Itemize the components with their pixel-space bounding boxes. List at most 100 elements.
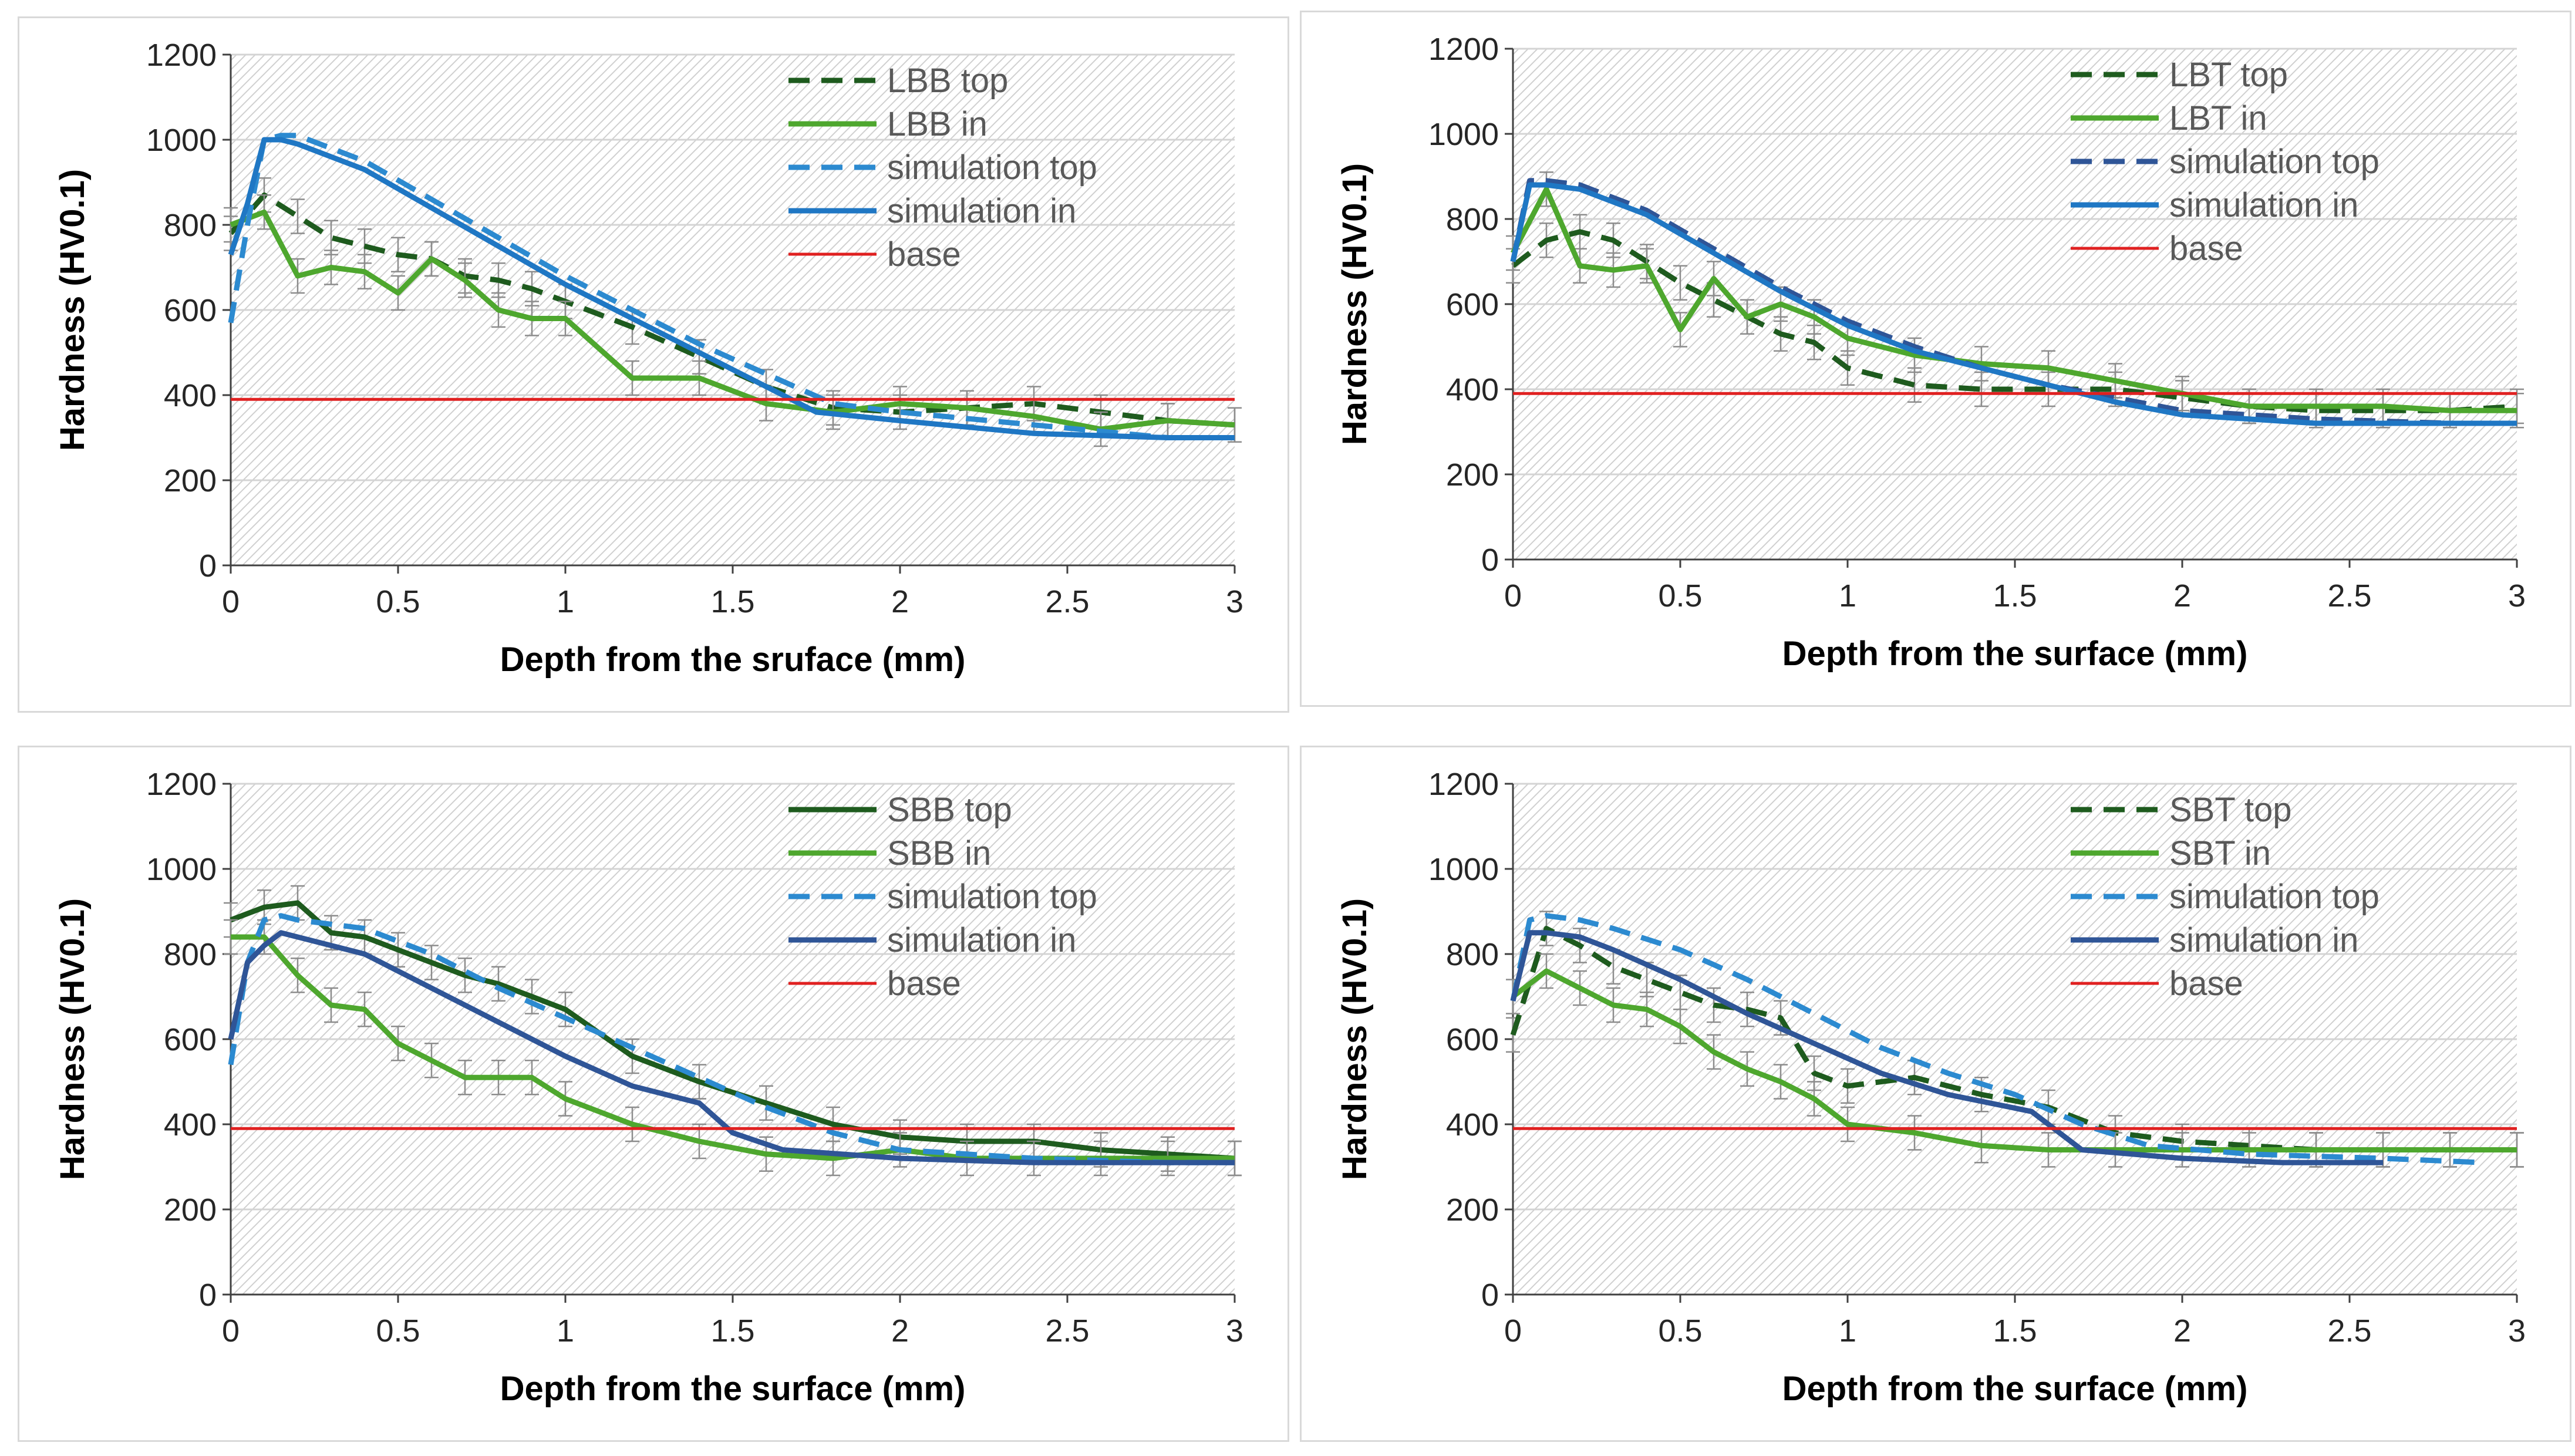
- series-simulation-top: [1510, 178, 2517, 426]
- legend-label: SBB top: [887, 791, 1012, 829]
- legend-label: simulation in: [2169, 921, 2358, 959]
- legend-item-simulation-top: simulation top: [788, 149, 1097, 187]
- legend-label: simulation top: [887, 878, 1097, 916]
- legend-label: LBB top: [887, 62, 1008, 100]
- legend-item-lbt-in: LBT in: [2071, 99, 2267, 137]
- legend-item-simulation-in: simulation in: [2071, 921, 2358, 959]
- y-tick-label: 1200: [146, 767, 217, 802]
- y-tick-label: 1000: [1428, 117, 1499, 152]
- series-simulation-in: [1510, 930, 2383, 1165]
- series-line-simulation-in: [1510, 930, 2383, 1165]
- x-tick-label: 2.5: [2327, 1313, 2371, 1349]
- y-tick-label: 400: [164, 378, 217, 413]
- legend-label: base: [887, 965, 961, 1003]
- x-tick-label: 0: [1504, 578, 1522, 614]
- x-tick-label: 1: [1839, 1313, 1856, 1349]
- legend-item-base: base: [788, 965, 961, 1003]
- legend-item-sbb-in: SBB in: [788, 834, 991, 872]
- legend: LBB top LBB in simulation top simulation in…: [788, 62, 1097, 274]
- legend: LBT top LBT in simulation top simulation in…: [2071, 56, 2379, 268]
- y-tick-label: 800: [164, 208, 217, 243]
- y-tick-label: 1200: [1428, 767, 1499, 802]
- legend-item-sbt-in: SBT in: [2071, 834, 2271, 872]
- y-tick-label: 600: [1446, 1022, 1499, 1057]
- y-axis-title: Hardness (HV0.1): [1336, 898, 1374, 1180]
- y-tick-label: 1000: [1428, 852, 1499, 887]
- y-tick-label: 400: [164, 1107, 217, 1142]
- y-tick-label: 0: [1481, 542, 1499, 578]
- series-line-simulation-top: [1510, 913, 2484, 1165]
- x-tick-label: 1.5: [1993, 1313, 2037, 1349]
- y-tick-label: 0: [199, 1278, 217, 1313]
- x-tick-label: 2: [891, 584, 909, 619]
- chart-sbt: 0 200 400 600 800 1000 1200 0 0.5 1 1.5 2 2.5 3 Depth …: [1336, 767, 2526, 1408]
- legend-label: LBT top: [2169, 56, 2288, 94]
- x-tick-label: 2.5: [1045, 1313, 1089, 1349]
- legend-item-simulation-top: simulation top: [788, 878, 1097, 916]
- legend-item-sbt-top: SBT top: [2071, 791, 2292, 829]
- legend-label: base: [887, 235, 961, 274]
- legend-label: simulation in: [887, 921, 1076, 959]
- legend-item-base: base: [2071, 965, 2243, 1003]
- chart-sbb: 0 200 400 600 800 1000 1200 0 0.5 1 1.5 2 2.5 3 Depth …: [53, 767, 1243, 1408]
- x-tick-label: 2.5: [1045, 584, 1089, 619]
- legend-label: simulation top: [2169, 143, 2379, 181]
- x-tick-label: 0: [1504, 1313, 1522, 1349]
- series-line-simulation-in: [228, 930, 1235, 1165]
- y-axis-title: Hardness (HV0.1): [53, 898, 92, 1180]
- y-tick-label: 800: [1446, 202, 1499, 237]
- x-tick-label: 2.5: [2327, 578, 2371, 614]
- y-tick-label: 600: [164, 1022, 217, 1057]
- legend-label: base: [2169, 965, 2243, 1003]
- x-tick-label: 1: [557, 584, 574, 619]
- x-tick-label: 0.5: [376, 1313, 420, 1349]
- x-tick-label: 1: [1839, 578, 1856, 614]
- error-bar: [291, 198, 305, 234]
- chart-panel-sbt: 0 200 400 600 800 1000 1200 0 0.5 1 1.5 2 2.5 3 Depth …: [1300, 746, 2571, 1442]
- y-axis-title: Hardness (HV0.1): [1336, 163, 1374, 445]
- x-tick-label: 2: [891, 1313, 909, 1349]
- series-line-sbb-in: [231, 934, 1235, 1161]
- chart-panel-lbb: 0 200 400 600 800 1000 1200 0 0.5 1 1.5 2 2.5 3 Depth …: [18, 16, 1289, 713]
- legend-item-lbb-top: LBB top: [788, 62, 1008, 100]
- series-simulation-top: [228, 133, 1235, 440]
- y-tick-label: 400: [1446, 372, 1499, 407]
- y-tick-label: 200: [164, 1192, 217, 1228]
- x-tick-label: 3: [2508, 1313, 2526, 1349]
- legend-label: simulation in: [887, 192, 1076, 230]
- legend-label: LBT in: [2169, 99, 2267, 137]
- series-line-simulation-in: [228, 137, 1235, 440]
- y-tick-label: 200: [1446, 457, 1499, 493]
- x-tick-label: 0: [222, 1313, 240, 1349]
- y-tick-label: 600: [1446, 287, 1499, 322]
- series-line-sbb-top: [230, 900, 1235, 1161]
- x-tick-label: 1: [557, 1313, 574, 1349]
- x-tick-label: 1.5: [710, 1313, 754, 1349]
- legend-item-lbt-top: LBT top: [2071, 56, 2288, 94]
- chart-panel-sbb: 0 200 400 600 800 1000 1200 0 0.5 1 1.5 2 2.5 3 Depth …: [18, 746, 1289, 1442]
- x-tick-label: 3: [1226, 584, 1243, 619]
- y-tick-label: 200: [164, 463, 217, 498]
- legend-item-simulation-top: simulation top: [2071, 143, 2379, 181]
- y-tick-label: 1200: [146, 38, 217, 73]
- series-line-simulation-in: [1510, 182, 2517, 426]
- series-line-lbt-in: [1511, 186, 2517, 413]
- y-tick-label: 0: [199, 548, 217, 584]
- y-tick-label: 800: [164, 937, 217, 972]
- series-line-simulation-top: [228, 133, 1235, 440]
- x-tick-label: 0: [222, 584, 240, 619]
- legend-item-lbb-in: LBB in: [788, 105, 987, 143]
- x-tick-label: 0.5: [1658, 1313, 1702, 1349]
- series-line-simulation-top: [1510, 178, 2517, 426]
- y-tick-label: 1000: [146, 852, 217, 887]
- legend-label: SBT in: [2169, 834, 2271, 872]
- series-simulation-in: [1510, 182, 2517, 426]
- x-tick-label: 3: [1226, 1313, 1243, 1349]
- series-line-simulation-top: [228, 913, 1235, 1165]
- legend-label: simulation top: [887, 149, 1097, 187]
- y-tick-label: 400: [1446, 1107, 1499, 1142]
- legend-label: SBT top: [2169, 791, 2292, 829]
- x-tick-label: 0.5: [376, 584, 420, 619]
- chart-lbb: 0 200 400 600 800 1000 1200 0 0.5 1 1.5 2 2.5 3 Depth …: [53, 38, 1243, 679]
- y-tick-label: 600: [164, 293, 217, 328]
